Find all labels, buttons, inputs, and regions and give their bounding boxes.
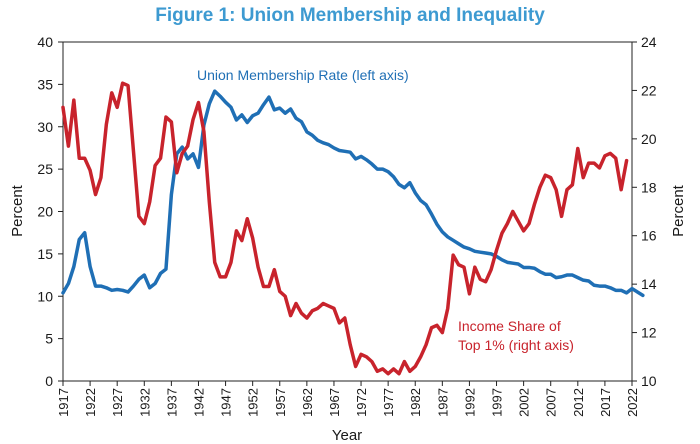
x-tick-label: 2012 <box>571 388 586 417</box>
x-tick-label: 2022 <box>625 388 640 417</box>
chart-title: Figure 1: Union Membership and Inequalit… <box>155 5 545 26</box>
right-tick-label: 22 <box>641 82 657 98</box>
right-tick-label: 16 <box>641 228 657 244</box>
y-axis-label-right: Percent <box>670 184 687 237</box>
series-label-top-1-share: Income Share of Top 1% (right axis) <box>458 318 574 353</box>
x-tick-label: 1932 <box>137 388 152 417</box>
series-line-union-membership <box>61 89 645 298</box>
x-tick-label: 1972 <box>354 388 369 417</box>
x-tick-label: 1962 <box>300 388 315 417</box>
x-tick-label: 2002 <box>517 388 532 417</box>
x-tick-label: 1942 <box>191 388 206 417</box>
left-tick-label: 30 <box>37 119 53 135</box>
series-line-top-1-share <box>61 81 629 376</box>
x-axis-label: Year <box>332 427 362 444</box>
left-tick-label: 20 <box>37 204 53 220</box>
x-tick-label: 1922 <box>83 388 98 417</box>
x-tick-label: 2017 <box>598 388 613 417</box>
left-tick-label: 40 <box>37 34 53 50</box>
x-tick-label: 1987 <box>435 388 450 417</box>
x-tick-label: 1937 <box>164 388 179 417</box>
right-tick-label: 12 <box>641 325 657 341</box>
y-axis-label-left: Percent <box>9 184 26 237</box>
left-tick-label: 25 <box>37 161 53 177</box>
right-tick-label: 14 <box>641 276 657 292</box>
right-tick-label: 10 <box>641 373 657 389</box>
series-label-union-membership: Union Membership Rate (left axis) <box>197 67 409 83</box>
right-tick-label: 18 <box>641 179 657 195</box>
left-tick-label: 35 <box>37 76 53 92</box>
x-tick-label: 1982 <box>408 388 423 417</box>
x-tick-label: 1927 <box>110 388 125 417</box>
x-tick-label: 1967 <box>327 388 342 417</box>
left-tick-label: 10 <box>37 288 53 304</box>
left-tick-label: 5 <box>45 331 53 347</box>
left-tick-label: 0 <box>45 373 53 389</box>
x-tick-label: 1997 <box>490 388 505 417</box>
x-tick-label: 1947 <box>219 388 234 417</box>
x-tick-label: 2007 <box>544 388 559 417</box>
series-label-line: Union Membership Rate (left axis) <box>197 67 409 83</box>
x-tick-label: 1957 <box>273 388 288 417</box>
x-tick-label: 1952 <box>246 388 261 417</box>
right-tick-label: 20 <box>641 131 657 147</box>
x-tick-label: 1992 <box>462 388 477 417</box>
series-label-line: Top 1% (right axis) <box>458 337 574 353</box>
x-tick-label: 1977 <box>381 388 396 417</box>
left-tick-label: 15 <box>37 246 53 262</box>
series-label-line: Income Share of <box>458 318 561 334</box>
x-axis-ticks: 1917 1922 1927 1932 1937 1942 1947 1952 1957 1962… <box>56 381 640 417</box>
left-axis-ticks: 0 5 10 15 20 25 30 35 40 <box>37 34 63 389</box>
x-tick-label: 1917 <box>56 388 71 417</box>
right-tick-label: 24 <box>641 34 657 50</box>
right-axis-ticks: 10 12 14 16 18 20 22 24 <box>632 34 657 389</box>
